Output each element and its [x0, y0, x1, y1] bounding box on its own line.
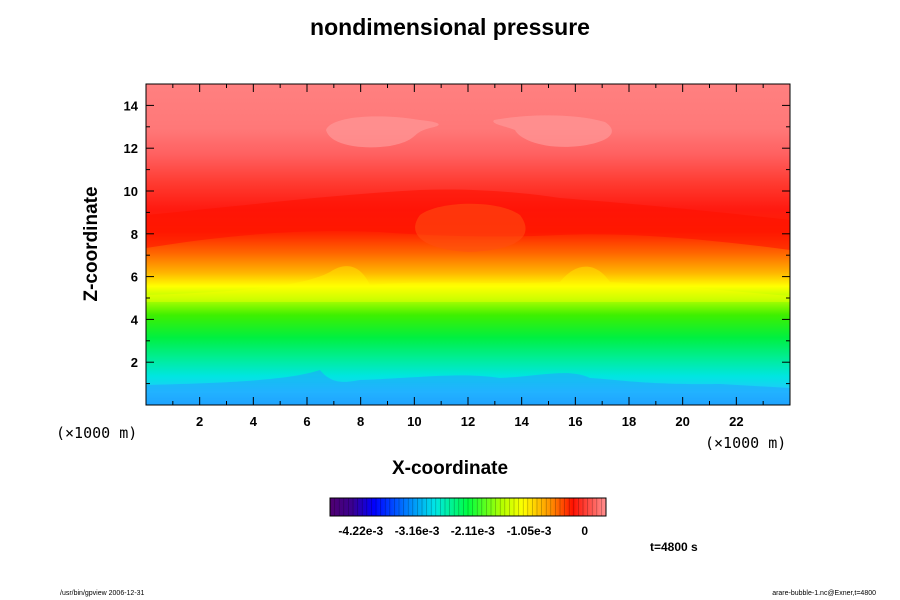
field-upper-right-blob — [493, 115, 612, 147]
field-central-plume — [415, 203, 526, 252]
x-tick-label: 12 — [461, 414, 475, 429]
colorbar-tick-label: -2.11e-3 — [451, 524, 495, 538]
x-axis-label: X-coordinate — [391, 458, 509, 479]
y-axis-ticks: 2 4 6 8 10 12 14 — [124, 98, 790, 385]
colorbar-tick-label: 0 — [581, 524, 588, 538]
x-tick-label: 14 — [514, 414, 529, 429]
x-tick-label: 8 — [357, 414, 364, 429]
y-tick-label: 10 — [124, 184, 138, 199]
y-tick-label: 12 — [124, 141, 138, 156]
colorbar-tick-label: -4.22e-3 — [338, 524, 383, 538]
y-tick-label: 4 — [131, 312, 139, 327]
y-tick-label: 6 — [131, 270, 138, 285]
x-tick-label: 10 — [407, 414, 421, 429]
x-tick-label: 18 — [622, 414, 636, 429]
chart-title: nondimensional pressure — [310, 14, 590, 40]
field-yellow-ripple — [146, 266, 790, 302]
y-axis-unit: (×1000 m) — [56, 424, 138, 442]
time-annotation: t=4800 s — [650, 540, 698, 554]
y-tick-label: 8 — [131, 227, 138, 242]
colorbar-segments — [334, 498, 602, 516]
y-tick-label: 14 — [124, 98, 139, 113]
x-tick-label: 22 — [729, 414, 743, 429]
x-tick-label: 20 — [675, 414, 689, 429]
footer-source: arare-bubble-1.nc@Exner,t=4800 — [772, 590, 876, 597]
x-tick-label: 2 — [196, 414, 203, 429]
colorbar — [329, 497, 607, 517]
colorbar-tick-label: -1.05e-3 — [507, 524, 552, 538]
footer-command: /usr/bin/gpview 2006-12-31 — [60, 590, 145, 597]
x-tick-label: 16 — [568, 414, 582, 429]
colorbar-ticks: -4.22e-3 -3.16e-3 -2.11e-3 -1.05e-3 0 — [338, 524, 588, 538]
x-tick-label: 4 — [250, 414, 258, 429]
pressure-field — [146, 84, 790, 405]
colorbar-tick-label: -3.16e-3 — [395, 524, 440, 538]
field-bottom-blue-ripple — [146, 370, 790, 405]
x-axis-ticks: 2 4 6 8 10 12 14 16 18 20 22 — [172, 84, 764, 429]
field-upper-left-blob — [326, 116, 439, 148]
y-tick-label: 2 — [131, 355, 138, 370]
x-tick-label: 6 — [303, 414, 310, 429]
x-axis-unit: (×1000 m) — [705, 434, 787, 452]
